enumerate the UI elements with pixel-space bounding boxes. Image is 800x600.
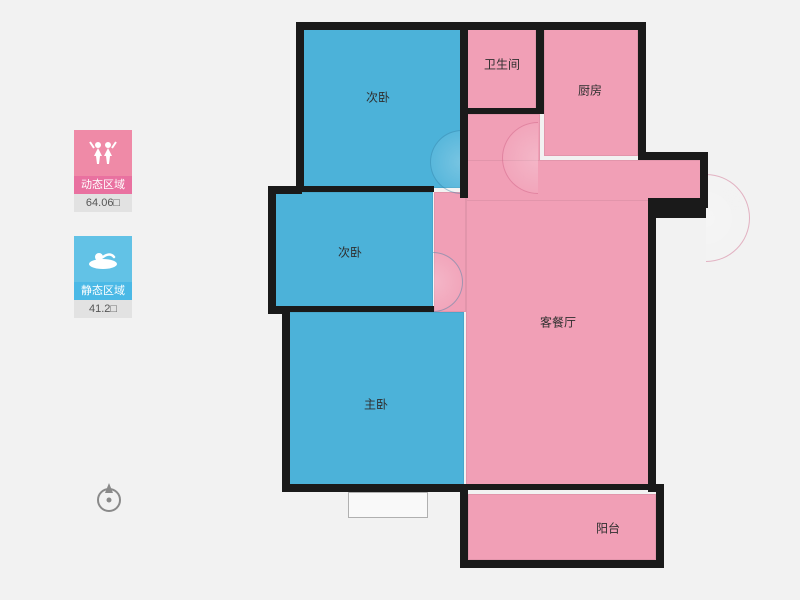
legend-static-label: 静态区域 (74, 282, 132, 300)
compass-icon (94, 480, 124, 519)
wall-14 (638, 22, 646, 158)
wall-17 (460, 108, 538, 114)
legend-static-icon (74, 236, 132, 282)
wall-1 (296, 22, 304, 190)
wall-6 (282, 484, 468, 492)
room-label-bath: 卫生间 (484, 56, 520, 73)
room-label-bed2a: 次卧 (366, 89, 390, 106)
wall-15 (536, 22, 544, 114)
room-label-master: 主卧 (364, 396, 388, 413)
legend-dynamic-value: 64.06□ (74, 194, 132, 212)
wall-9 (656, 484, 664, 566)
wall-19 (282, 306, 434, 312)
room-label-kitchen: 厨房 (578, 82, 602, 99)
legend-dynamic: 动态区域 64.06□ (74, 130, 132, 212)
room-label-living3: 客餐厅 (540, 314, 576, 331)
wall-3 (268, 186, 276, 310)
wall-20 (460, 484, 656, 490)
legend-dynamic-icon (74, 130, 132, 176)
room-label-bed2b: 次卧 (338, 244, 362, 261)
legend-panel: 动态区域 64.06□ 静态区域 41.2□ (74, 130, 132, 342)
wall-10 (648, 198, 656, 492)
room-living3 (466, 200, 652, 488)
legend-static-value: 41.2□ (74, 300, 132, 318)
window-below-master (348, 492, 428, 518)
wall-8 (460, 560, 664, 568)
legend-static: 静态区域 41.2□ (74, 236, 132, 318)
wall-0 (296, 22, 640, 30)
wall-12 (700, 152, 708, 208)
room-balcony (468, 494, 656, 560)
floorplan: 次卧次卧主卧卫生间厨房客餐厅阳台 (268, 22, 738, 574)
wall-18 (298, 186, 434, 192)
wall-5 (282, 306, 290, 490)
wall-13 (638, 152, 708, 160)
legend-dynamic-label: 动态区域 (74, 176, 132, 194)
wall-11 (648, 198, 706, 218)
room-label-balcony: 阳台 (596, 520, 620, 537)
wall-7 (460, 484, 468, 566)
